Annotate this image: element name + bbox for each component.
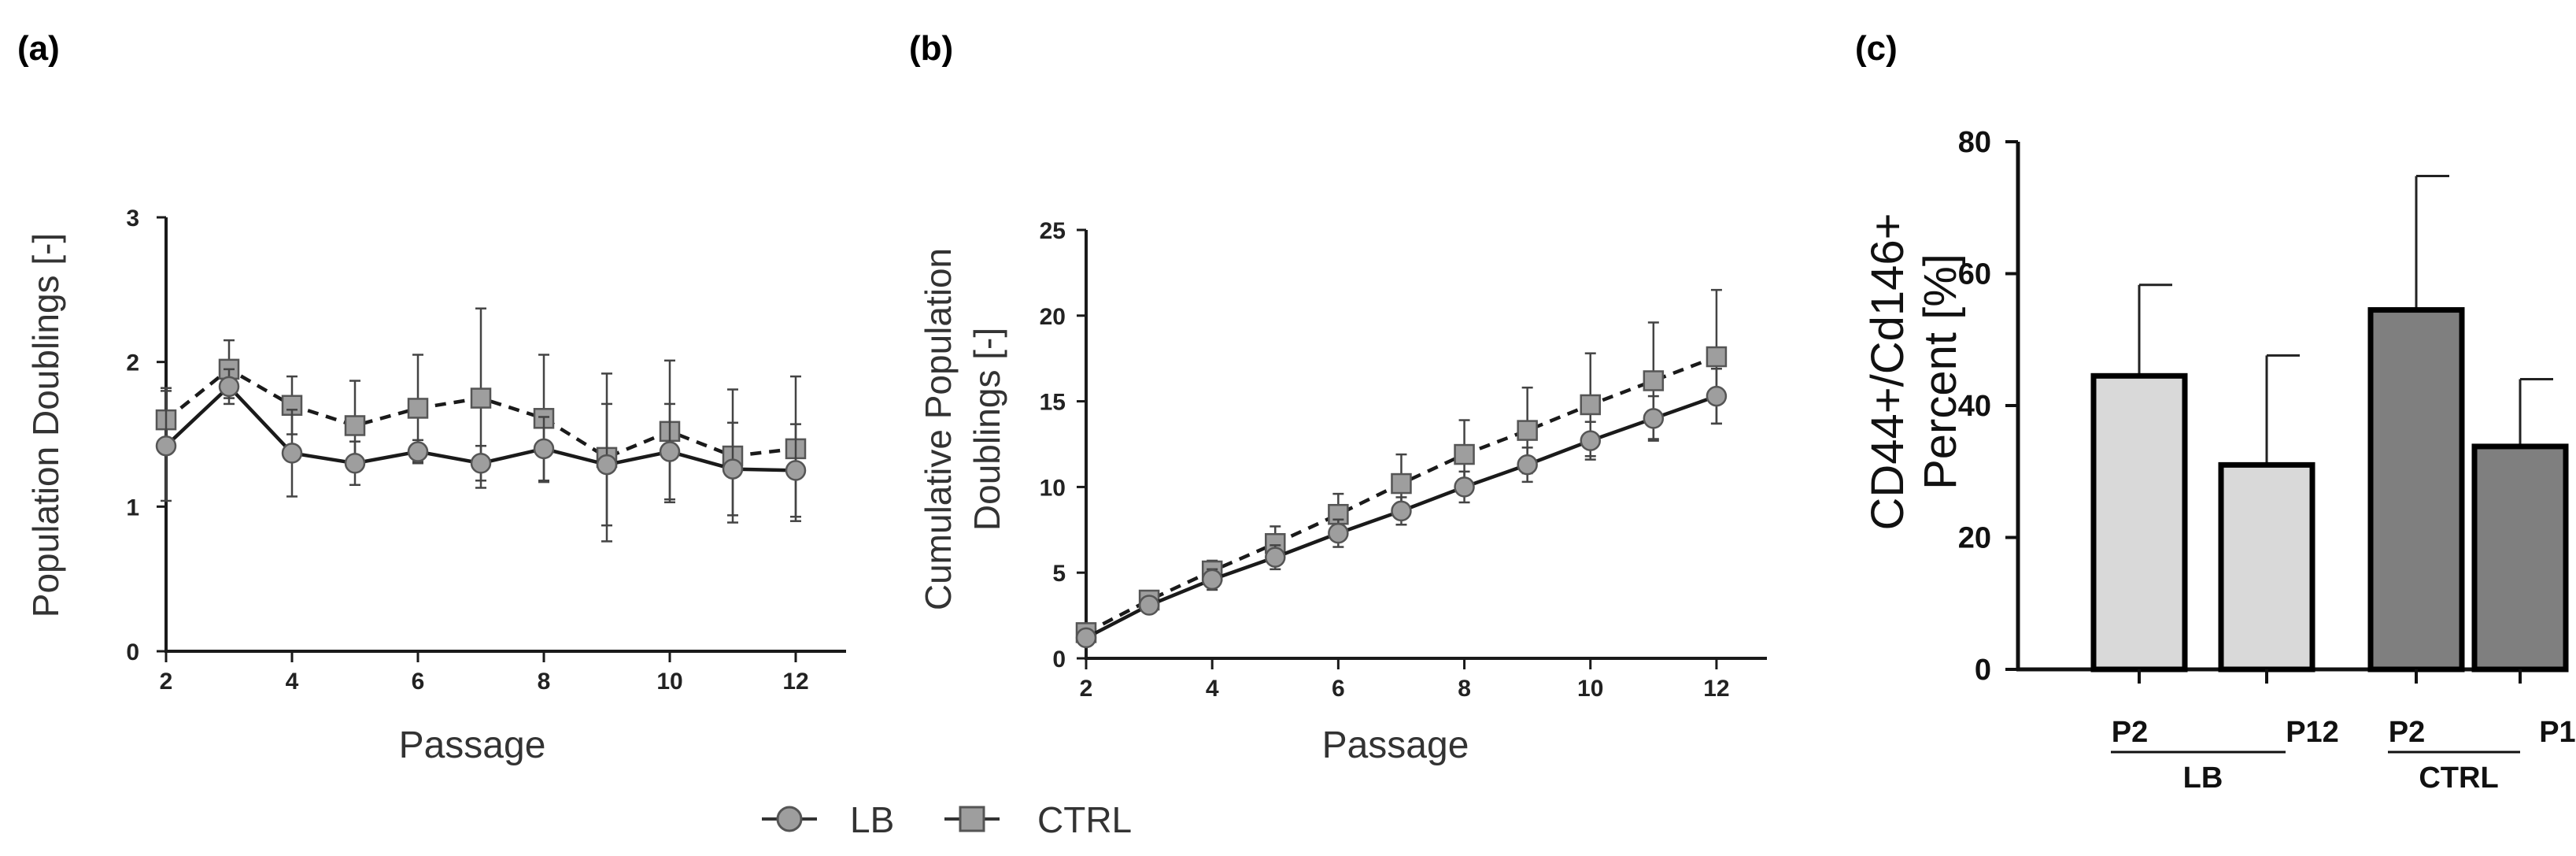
a-x-tick-label: 10 (656, 669, 682, 695)
b-lb-point (1328, 522, 1349, 544)
c-bar (2090, 372, 2188, 673)
a-x-tick-label: 6 (412, 669, 425, 695)
a-y-tick-label: 3 (126, 206, 139, 232)
panel-b-x-axis-label: Passage (1322, 724, 1469, 766)
c-y-tick-label: 0 (1975, 654, 1991, 687)
b-y-tick-label: 0 (1052, 647, 1066, 673)
b-lb-point (1580, 430, 1601, 451)
a-lb-point (281, 443, 303, 464)
b-y-tick-label: 15 (1040, 390, 1066, 416)
b-lb-point (1265, 547, 1286, 568)
c-x-tick-label: P2 (2389, 716, 2425, 749)
a-lb-point (785, 460, 807, 481)
a-x-tick-label: 4 (286, 669, 299, 695)
c-bar (2367, 307, 2465, 673)
legend: LB CTRL (762, 799, 1132, 840)
b-ctrl-point (1643, 370, 1665, 391)
c-y-tick-label: 40 (1958, 390, 1991, 423)
c-x-tick-label: P12 (2539, 716, 2576, 749)
legend-lb-marker (776, 806, 803, 832)
b-ctrl-point (1580, 394, 1601, 416)
c-y-tick-label: 80 (1958, 126, 1991, 159)
panel-a-label: (a) (17, 29, 60, 68)
b-ctrl-point (1517, 420, 1538, 441)
legend-lb-label: LB (850, 799, 894, 840)
b-lb-point (1138, 595, 1160, 616)
b-x-tick-label: 6 (1332, 676, 1345, 702)
a-y-tick-label: 0 (126, 639, 139, 665)
c-y-tick-label: 60 (1958, 258, 1991, 291)
c-group-label: CTRL (2419, 762, 2498, 795)
b-ctrl-point (1391, 472, 1412, 495)
legend-ctrl-label: CTRL (1037, 799, 1132, 840)
panel-a-x-axis-label: Passage (399, 724, 546, 766)
panel-c-y-axis-label-line1: CD44+/Cd146+ (1862, 213, 1913, 530)
b-x-tick-label: 12 (1703, 676, 1729, 702)
a-y-tick-label: 2 (126, 350, 139, 376)
a-lb-point (218, 376, 240, 398)
b-x-tick-label: 2 (1080, 676, 1093, 702)
b-y-tick-label: 5 (1052, 561, 1066, 587)
b-lb-point (1643, 408, 1665, 429)
a-ctrl-point (344, 415, 366, 436)
b-x-tick-label: 8 (1458, 676, 1471, 702)
b-y-tick-label: 20 (1040, 304, 1066, 330)
panel-b-label: (b) (909, 29, 953, 68)
b-ctrl-point (1454, 443, 1475, 465)
c-y-tick-label: 20 (1958, 522, 1991, 555)
panel-b-y-axis-label-line2: Doublings [-] (966, 328, 1007, 531)
a-lb-point (155, 435, 177, 457)
a-lb-point (659, 441, 681, 462)
panel-b: (b) 0 5 10 15 20 25 2 4 6 8 10 12 Passage Cumulati… (909, 29, 1767, 766)
c-x-tick-label: P2 (2112, 716, 2148, 749)
a-lb-point (470, 452, 492, 474)
b-ctrl-point (1706, 346, 1728, 368)
b-lb-point (1075, 627, 1097, 649)
legend-ctrl-marker (959, 806, 985, 832)
b-x-tick-label: 4 (1206, 676, 1219, 702)
b-lb-point (1706, 385, 1728, 407)
panel-c-label: (c) (1855, 29, 1898, 68)
a-lb-point (344, 452, 366, 474)
a-lb-point (596, 454, 618, 476)
panel-c-y-axis-label-line2: Percent [%] (1915, 254, 1966, 490)
a-x-tick-label: 8 (538, 669, 551, 695)
b-lb-point (1201, 569, 1223, 591)
panel-a-y-axis-label: Population Doublings [-] (25, 233, 66, 617)
c-bar (2218, 461, 2315, 673)
a-x-tick-label: 12 (782, 669, 808, 695)
panel-c: (c) 0 20 40 60 80 P2 P12 P2 P12 LB CTRL CD44+/Cd1… (1855, 29, 2576, 795)
c-x-tick-label: P12 (2286, 716, 2339, 749)
a-x-tick-label: 2 (160, 669, 173, 695)
a-lb-point (407, 441, 429, 462)
b-lb-point (1391, 500, 1412, 522)
a-ctrl-point (470, 387, 492, 409)
b-y-tick-label: 25 (1040, 218, 1066, 244)
a-lb-point (533, 438, 555, 460)
panel-b-y-axis-label-line1: Cumulative Population (918, 248, 959, 610)
b-lb-point (1517, 454, 1538, 476)
b-lb-point (1454, 476, 1475, 498)
a-ctrl-point (407, 398, 429, 419)
c-group-label: LB (2183, 762, 2223, 795)
b-x-tick-label: 10 (1577, 676, 1603, 702)
b-y-tick-label: 10 (1040, 475, 1066, 501)
a-lb-point (722, 458, 744, 480)
a-y-tick-label: 1 (126, 495, 139, 521)
c-bar (2471, 443, 2569, 673)
